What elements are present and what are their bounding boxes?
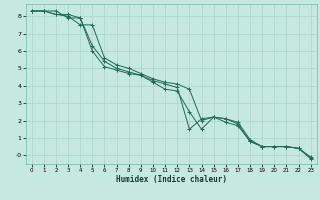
X-axis label: Humidex (Indice chaleur): Humidex (Indice chaleur): [116, 175, 227, 184]
